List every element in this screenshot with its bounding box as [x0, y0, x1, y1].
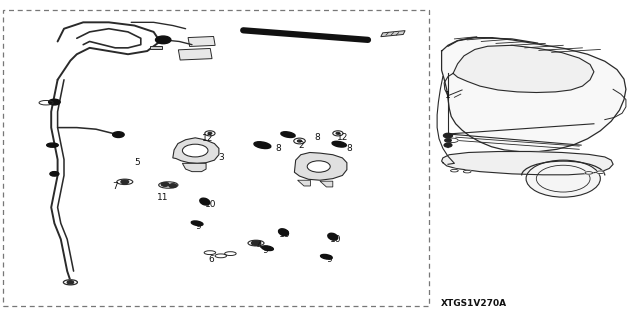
Ellipse shape [204, 251, 216, 255]
Circle shape [161, 182, 169, 186]
Circle shape [252, 241, 260, 245]
Ellipse shape [225, 252, 236, 256]
Polygon shape [442, 152, 613, 175]
Ellipse shape [47, 143, 58, 147]
Text: 7: 7 [113, 182, 118, 191]
Polygon shape [179, 48, 212, 60]
Text: 8: 8 [346, 144, 351, 153]
Polygon shape [294, 152, 347, 180]
Ellipse shape [463, 170, 471, 173]
Polygon shape [453, 45, 594, 93]
Polygon shape [188, 36, 215, 47]
Polygon shape [320, 181, 333, 187]
Circle shape [444, 133, 452, 138]
Text: 9: 9 [263, 246, 268, 255]
Text: 6: 6 [209, 256, 214, 264]
Circle shape [182, 144, 208, 157]
Ellipse shape [585, 172, 593, 174]
Circle shape [294, 138, 305, 144]
Bar [3, 10, 429, 306]
Text: 1: 1 [445, 91, 451, 100]
Ellipse shape [278, 229, 289, 236]
Ellipse shape [159, 182, 178, 188]
Text: 2: 2 [298, 141, 303, 150]
Text: XTGS1V270A: XTGS1V270A [440, 299, 507, 308]
Ellipse shape [191, 221, 203, 226]
Circle shape [298, 140, 301, 142]
Bar [150, 46, 162, 49]
Text: 10: 10 [330, 235, 342, 244]
Text: 11: 11 [157, 193, 169, 202]
Ellipse shape [215, 254, 227, 258]
Circle shape [333, 131, 343, 136]
Ellipse shape [63, 280, 77, 285]
Polygon shape [173, 138, 219, 163]
Text: 9: 9 [196, 222, 201, 231]
Circle shape [445, 139, 451, 142]
Ellipse shape [281, 132, 295, 137]
Text: 9: 9 [327, 256, 332, 264]
Ellipse shape [117, 179, 133, 184]
Text: 10: 10 [279, 230, 291, 239]
Ellipse shape [451, 169, 458, 172]
Polygon shape [182, 163, 206, 172]
Text: 10: 10 [205, 200, 217, 209]
Circle shape [169, 184, 177, 188]
Polygon shape [381, 31, 405, 37]
Circle shape [50, 172, 59, 176]
Circle shape [444, 143, 452, 147]
Circle shape [156, 36, 171, 44]
Circle shape [336, 132, 340, 134]
Circle shape [49, 99, 60, 105]
Text: 4: 4 [257, 241, 262, 250]
Circle shape [121, 180, 129, 184]
Ellipse shape [39, 100, 53, 105]
Circle shape [526, 160, 600, 197]
Polygon shape [298, 180, 310, 186]
Circle shape [307, 161, 330, 172]
Ellipse shape [328, 233, 338, 240]
Circle shape [205, 131, 215, 136]
Text: 8: 8 [314, 133, 319, 142]
Circle shape [113, 132, 124, 137]
Polygon shape [442, 38, 626, 152]
Ellipse shape [254, 142, 271, 149]
Ellipse shape [200, 198, 210, 205]
Ellipse shape [321, 255, 332, 259]
Text: 12: 12 [337, 133, 348, 142]
Ellipse shape [248, 240, 264, 246]
Text: 8: 8 [276, 144, 281, 153]
Text: 3: 3 [218, 153, 223, 162]
Ellipse shape [596, 171, 604, 174]
Circle shape [208, 132, 212, 134]
Text: 12: 12 [202, 134, 214, 143]
Circle shape [67, 281, 74, 284]
Ellipse shape [262, 246, 273, 250]
Ellipse shape [445, 138, 458, 143]
Ellipse shape [332, 141, 346, 147]
Text: 5: 5 [135, 158, 140, 167]
